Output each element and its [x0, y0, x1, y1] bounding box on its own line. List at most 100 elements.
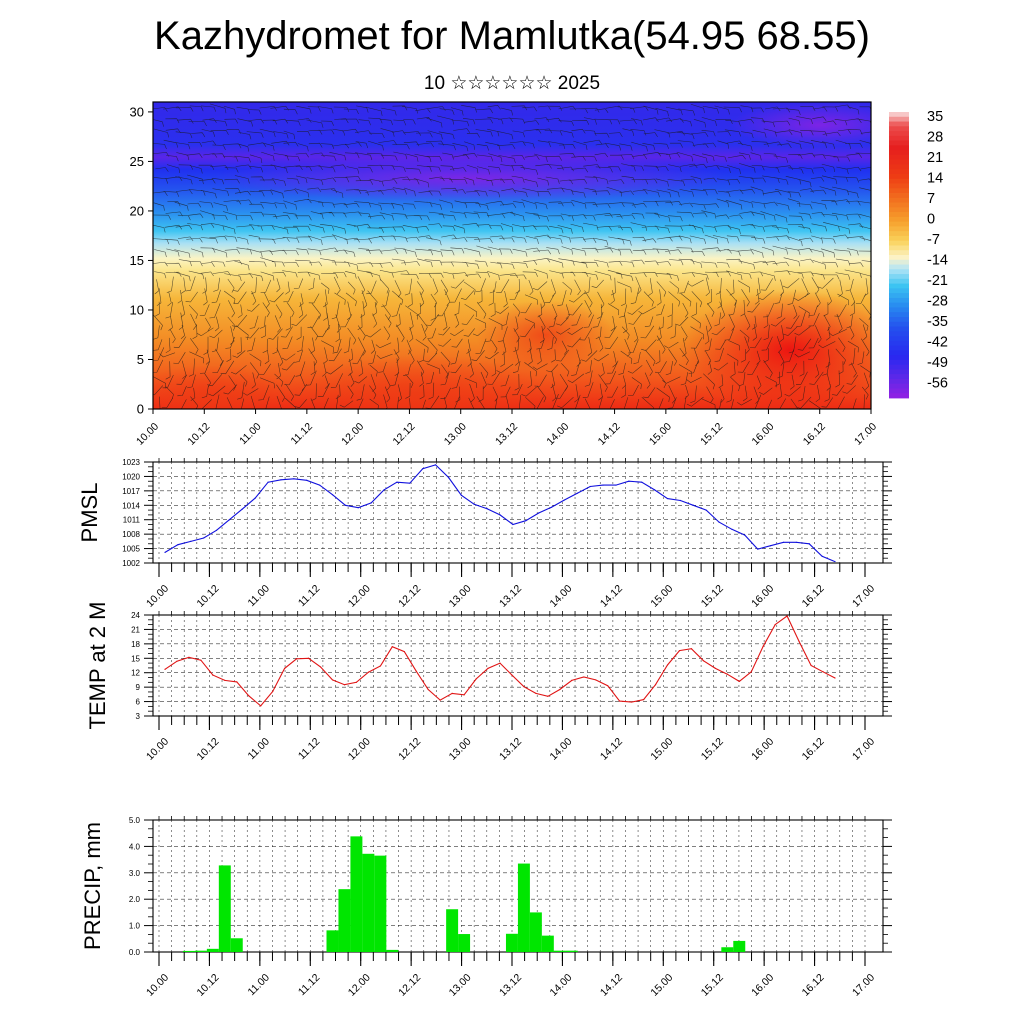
colorbar-band [889, 340, 909, 346]
series-point [523, 686, 525, 688]
y-tick-label: 1.0 [129, 922, 141, 931]
wind-barb-field [153, 103, 871, 409]
temperature-wind-cross-section: 0 5 10 15 20 25 30 10.00 10.12 11.00 11.12 12.00 12… [130, 101, 879, 448]
series-point [379, 665, 381, 667]
series-point [176, 660, 178, 662]
precip-bar [386, 949, 399, 952]
y-tick-label: 1002 [122, 559, 140, 568]
y-axis-title: PRECIP, mm [80, 822, 105, 950]
series-point [731, 528, 733, 530]
series-point [690, 648, 693, 650]
series-point [228, 519, 231, 521]
series-point [705, 509, 707, 511]
precip-bar [206, 948, 219, 952]
y-axis-title: PMSL [77, 483, 102, 543]
y-tick-label: 1008 [122, 530, 140, 539]
series-point [409, 482, 411, 484]
series-point [576, 492, 578, 494]
x-tick-label: 13.00 [447, 583, 474, 610]
series-point [284, 667, 286, 669]
series-point [589, 485, 591, 488]
heatmap-x-tick-label: 13.12 [493, 421, 520, 448]
colorbar-band [889, 278, 909, 284]
colorbar-band [889, 302, 909, 308]
y-tick-label: 15 [131, 654, 140, 663]
series-point [774, 624, 776, 626]
colorbar-band [889, 245, 909, 251]
heatmap-warm-zone-west [153, 365, 290, 409]
precip-bar [733, 940, 746, 952]
x-tick-label: 12.12 [396, 583, 423, 610]
colorbar-label: -7 [927, 232, 940, 248]
heatmap-cold-core [210, 154, 730, 202]
series-point [525, 520, 527, 522]
series-point [422, 468, 424, 470]
colorbar-band [889, 355, 909, 361]
x-tick-label: 15.12 [699, 583, 726, 610]
series-point [571, 679, 573, 682]
heatmap-x-tick-label: 17.00 [852, 421, 879, 448]
colorbar-band [889, 126, 909, 132]
heatmap-x-tick-label: 12.00 [339, 421, 366, 448]
colorbar-band [889, 154, 909, 161]
colorbar-band [889, 178, 909, 184]
colorbar-band [889, 259, 909, 265]
colorbar-band [889, 250, 909, 256]
series-point [215, 529, 218, 531]
precip-bar [338, 889, 351, 952]
x-tick-label: 16.00 [749, 583, 776, 610]
y-tick-label: 1023 [122, 458, 140, 467]
series-point [447, 476, 450, 478]
colorbar-label: 21 [927, 150, 943, 166]
colorbar-band [889, 193, 909, 199]
y-tick-label: 1005 [122, 545, 140, 554]
x-tick-label: 15.00 [648, 583, 675, 610]
x-tick-label: 10.12 [194, 736, 221, 763]
series-point [391, 646, 393, 648]
series-point [344, 504, 346, 506]
panel-frame [152, 614, 884, 717]
precip-bar [458, 934, 471, 952]
series-point [757, 548, 759, 550]
series-point [473, 503, 475, 505]
series-point [619, 700, 621, 702]
series-point [331, 679, 334, 681]
colorbar-band [889, 150, 909, 156]
series-point [563, 499, 566, 501]
series-point [547, 695, 549, 697]
y-tick-label: 1014 [122, 501, 140, 510]
series-point [306, 479, 308, 481]
x-tick-label: 15.12 [699, 972, 726, 999]
y-tick-label: 2.0 [129, 895, 141, 904]
heatmap-x-tick-label: 11.12 [288, 421, 315, 448]
colorbar-label: 0 [927, 212, 935, 228]
heatmap-x-tick-label: 15.00 [647, 421, 674, 448]
x-tick-label: 13.12 [497, 736, 524, 763]
x-tick-label: 16.00 [749, 736, 776, 763]
series-point [396, 481, 398, 483]
colorbar-band [889, 140, 909, 146]
precip-bar [553, 950, 566, 952]
heatmap-x-tick-label: 10.00 [134, 421, 161, 448]
x-tick-label: 12.00 [346, 736, 373, 763]
colorbar-band [889, 336, 909, 342]
series-point [355, 681, 358, 683]
series-point [254, 497, 256, 499]
series-point [512, 523, 514, 526]
series-point [834, 677, 836, 679]
colorbar-band [889, 145, 909, 151]
colorbar-band [889, 235, 909, 242]
x-tick-label: 12.12 [396, 736, 423, 763]
colorbar-band [889, 378, 909, 385]
colorbar-band [889, 188, 909, 194]
heatmap-y-tick-label: 20 [130, 203, 144, 218]
series-point [248, 695, 250, 697]
colorbar-band [889, 321, 909, 327]
x-tick-label: 14.00 [547, 736, 574, 763]
x-tick-label: 16.12 [800, 972, 827, 999]
series-point [678, 649, 681, 652]
colorbar-label: 7 [927, 191, 935, 207]
series-point [293, 478, 295, 480]
series-point [439, 699, 441, 701]
series-point [782, 541, 785, 543]
